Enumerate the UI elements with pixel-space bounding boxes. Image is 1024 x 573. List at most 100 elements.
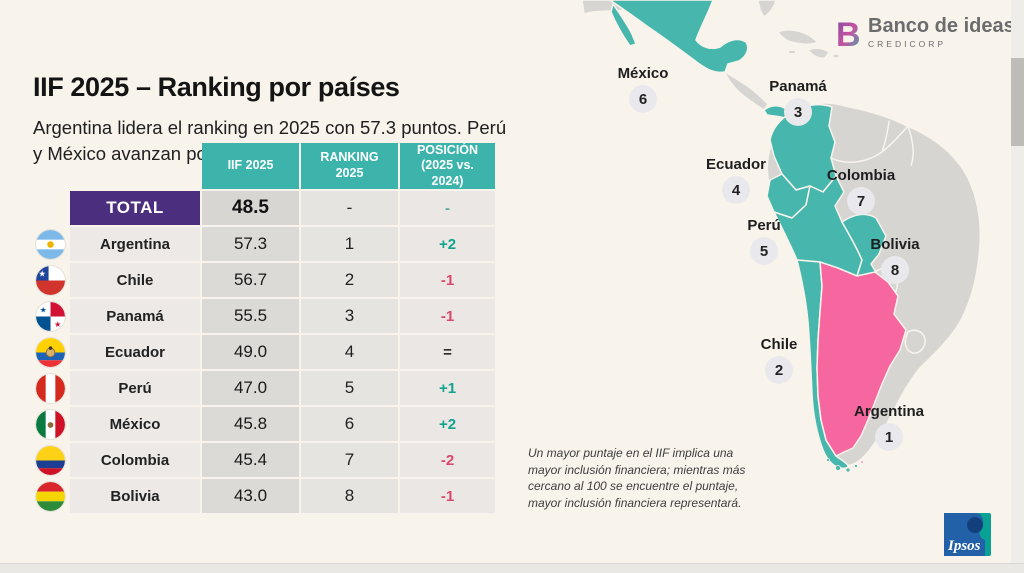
country-name: Ecuador	[70, 335, 200, 369]
map-country-florida	[757, 0, 777, 18]
map-label: Perú	[747, 217, 781, 234]
map-baja-california	[610, 3, 637, 47]
iif-value: 57.3	[202, 227, 299, 261]
map-rank-bubble: 1	[875, 423, 903, 451]
scrollbar-thumb[interactable]	[1011, 58, 1024, 146]
map-marker-panama: Panamá 3	[743, 79, 853, 126]
ranking-value: 1	[301, 227, 398, 261]
header-spacer	[33, 143, 68, 189]
total-label: TOTAL	[70, 191, 200, 225]
map-label: Colombia	[826, 167, 896, 184]
position-change: -1	[400, 299, 495, 333]
map-marker-argentina: Argentina 1	[834, 404, 944, 451]
map-rank-bubble: 4	[722, 176, 750, 204]
bolivia-flag-icon	[33, 479, 68, 513]
page-title: IIF 2025 – Ranking por países	[33, 72, 400, 103]
country-name: México	[70, 407, 200, 441]
map-label: Bolivia	[870, 236, 920, 253]
map-southern-islands	[826, 458, 864, 473]
position-change: =	[400, 335, 495, 369]
argentina-flag-icon	[33, 227, 68, 261]
ranking-value: 6	[301, 407, 398, 441]
country-name: Perú	[70, 371, 200, 405]
iif-value: 43.0	[202, 479, 299, 513]
position-change: -2	[400, 443, 495, 477]
country-name: Bolivia	[70, 479, 200, 513]
iif-value: 49.0	[202, 335, 299, 369]
map-label: Ecuador	[705, 156, 766, 173]
ipsos-logo-icon: Ipsos	[944, 513, 991, 556]
latam-map	[581, 0, 982, 473]
map-rank-bubble: 7	[847, 187, 875, 215]
country-name: Colombia	[70, 443, 200, 477]
country-name: Argentina	[70, 227, 200, 261]
scrollbar-track[interactable]	[1011, 0, 1024, 563]
country-name: Panamá	[70, 299, 200, 333]
brand-subname: CREDICORP	[868, 39, 947, 49]
svg-text:★: ★	[38, 268, 46, 278]
ecuador-flag-icon	[33, 335, 68, 369]
ranking-value: 3	[301, 299, 398, 333]
column-header-posicion: POSICIÓN (2025 vs. 2024)	[400, 143, 495, 189]
total-flag-spacer	[33, 191, 68, 225]
map-country-mexico	[609, 0, 749, 74]
position-change: -1	[400, 263, 495, 297]
map-marker-bolivia: Bolivia 8	[840, 237, 950, 284]
iif-value: 47.0	[202, 371, 299, 405]
ranking-value: 5	[301, 371, 398, 405]
map-label: Panamá	[769, 78, 827, 95]
brand-name: Banco de ideas	[868, 15, 1015, 37]
map-country-cuba	[777, 29, 819, 45]
iif-value: 55.5	[202, 299, 299, 333]
map-rank-bubble: 2	[765, 356, 793, 384]
svg-text:★: ★	[40, 305, 47, 314]
position-change: +2	[400, 227, 495, 261]
country-name: Chile	[70, 263, 200, 297]
map-rank-bubble: 6	[629, 85, 657, 113]
total-iif-value: 48.5	[202, 191, 299, 225]
ranking-value: 4	[301, 335, 398, 369]
map-island-puertorico	[831, 53, 841, 59]
ranking-value: 8	[301, 479, 398, 513]
map-marker-ecuador: Ecuador 4	[681, 157, 791, 204]
banco-de-ideas-logo: B Banco de ideas CREDICORP	[836, 15, 1015, 53]
header-spacer	[70, 143, 200, 189]
map-country-bolivia	[841, 213, 887, 277]
total-ranking-value: -	[301, 191, 398, 225]
map-marker-mexico: México 6	[588, 66, 698, 113]
map-marker-peru: Perú 5	[709, 218, 819, 265]
column-header-ranking: RANKING 2025	[301, 143, 398, 189]
map-rank-bubble: 5	[750, 237, 778, 265]
iif-value: 45.4	[202, 443, 299, 477]
position-change: +1	[400, 371, 495, 405]
svg-text:B: B	[836, 16, 861, 52]
map-label: Chile	[760, 336, 798, 353]
colombia-flag-icon	[33, 443, 68, 477]
map-label: México	[617, 65, 669, 82]
peru-flag-icon	[33, 371, 68, 405]
position-change: +2	[400, 407, 495, 441]
position-change: -1	[400, 479, 495, 513]
mexico-flag-icon	[33, 407, 68, 441]
map-label: Argentina	[853, 403, 924, 420]
iif-value: 56.7	[202, 263, 299, 297]
total-position-change: -	[400, 191, 495, 225]
map-rank-bubble: 3	[784, 98, 812, 126]
map-marker-chile: Chile 2	[724, 337, 834, 384]
bottom-strip	[0, 563, 1024, 573]
chile-flag-icon: ★	[33, 263, 68, 297]
methodology-note: Un mayor puntaje en el IIF implica una m…	[528, 446, 746, 510]
ipsos-logo: Ipsos	[944, 513, 991, 561]
svg-text:★: ★	[54, 320, 61, 329]
ranking-value: 2	[301, 263, 398, 297]
iif-value: 45.8	[202, 407, 299, 441]
map-rank-bubble: 8	[881, 256, 909, 284]
map-island-jamaica	[787, 49, 797, 55]
column-header-iif: IIF 2025	[202, 143, 299, 189]
ranking-value: 7	[301, 443, 398, 477]
svg-text:Ipsos: Ipsos	[947, 538, 981, 554]
panama-flag-icon: ★ ★	[33, 299, 68, 333]
ranking-table: IIF 2025 RANKING 2025 POSICIÓN (2025 vs.…	[33, 143, 495, 513]
map-marker-colombia: Colombia 7	[806, 168, 916, 215]
